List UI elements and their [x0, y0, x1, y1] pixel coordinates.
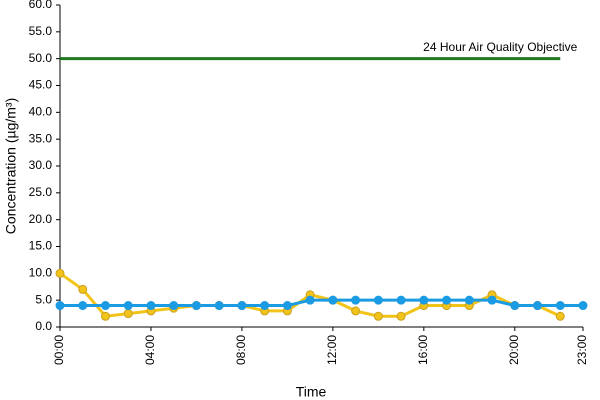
point	[555, 301, 565, 311]
y-tick-label: 40.0	[29, 105, 53, 119]
point	[533, 301, 543, 311]
point	[351, 295, 361, 305]
y-tick-label: 50.0	[29, 51, 53, 65]
point	[169, 301, 179, 311]
x-tick-label: 12:00	[325, 335, 339, 365]
x-tick-label: 16:00	[416, 335, 430, 365]
reference-label: 24 Hour Air Quality Objective	[423, 40, 577, 54]
point	[282, 301, 292, 311]
point	[55, 301, 65, 311]
y-tick-label: 35.0	[29, 131, 53, 145]
y-tick-label: 55.0	[29, 24, 53, 38]
y-tick-label: 60.0	[29, 0, 53, 11]
y-tick-label: 30.0	[29, 158, 53, 172]
point	[78, 284, 88, 294]
point	[214, 301, 224, 311]
point	[123, 309, 133, 319]
y-tick-label: 5.0	[35, 292, 52, 306]
x-tick-label: 04:00	[143, 335, 157, 365]
point	[191, 301, 201, 311]
y-axis-title: Concentration (µg/m³)	[3, 98, 19, 234]
point	[464, 295, 474, 305]
y-tick-label: 25.0	[29, 185, 53, 199]
point	[55, 268, 65, 278]
point	[78, 301, 88, 311]
point	[578, 301, 588, 311]
y-tick-label: 45.0	[29, 78, 53, 92]
x-tick-label: 20:00	[507, 335, 521, 365]
point	[123, 301, 133, 311]
x-tick-label: 23:00	[575, 335, 589, 365]
x-tick-label: 00:00	[52, 335, 66, 365]
y-tick-label: 15.0	[29, 239, 53, 253]
point	[510, 301, 520, 311]
point	[373, 311, 383, 321]
point	[351, 306, 361, 316]
point	[328, 295, 338, 305]
point	[373, 295, 383, 305]
x-axis-title: Time	[296, 384, 327, 400]
point	[396, 311, 406, 321]
y-tick-label: 20.0	[29, 212, 53, 226]
point	[305, 295, 315, 305]
point	[237, 301, 247, 311]
point	[442, 295, 452, 305]
point	[260, 301, 270, 311]
y-tick-label: 10.0	[29, 266, 53, 280]
x-tick-label: 08:00	[234, 335, 248, 365]
point	[146, 301, 156, 311]
point	[419, 295, 429, 305]
point	[100, 301, 110, 311]
point	[100, 311, 110, 321]
point	[487, 295, 497, 305]
point	[396, 295, 406, 305]
y-tick-label: 0.0	[35, 319, 52, 333]
point	[555, 311, 565, 321]
